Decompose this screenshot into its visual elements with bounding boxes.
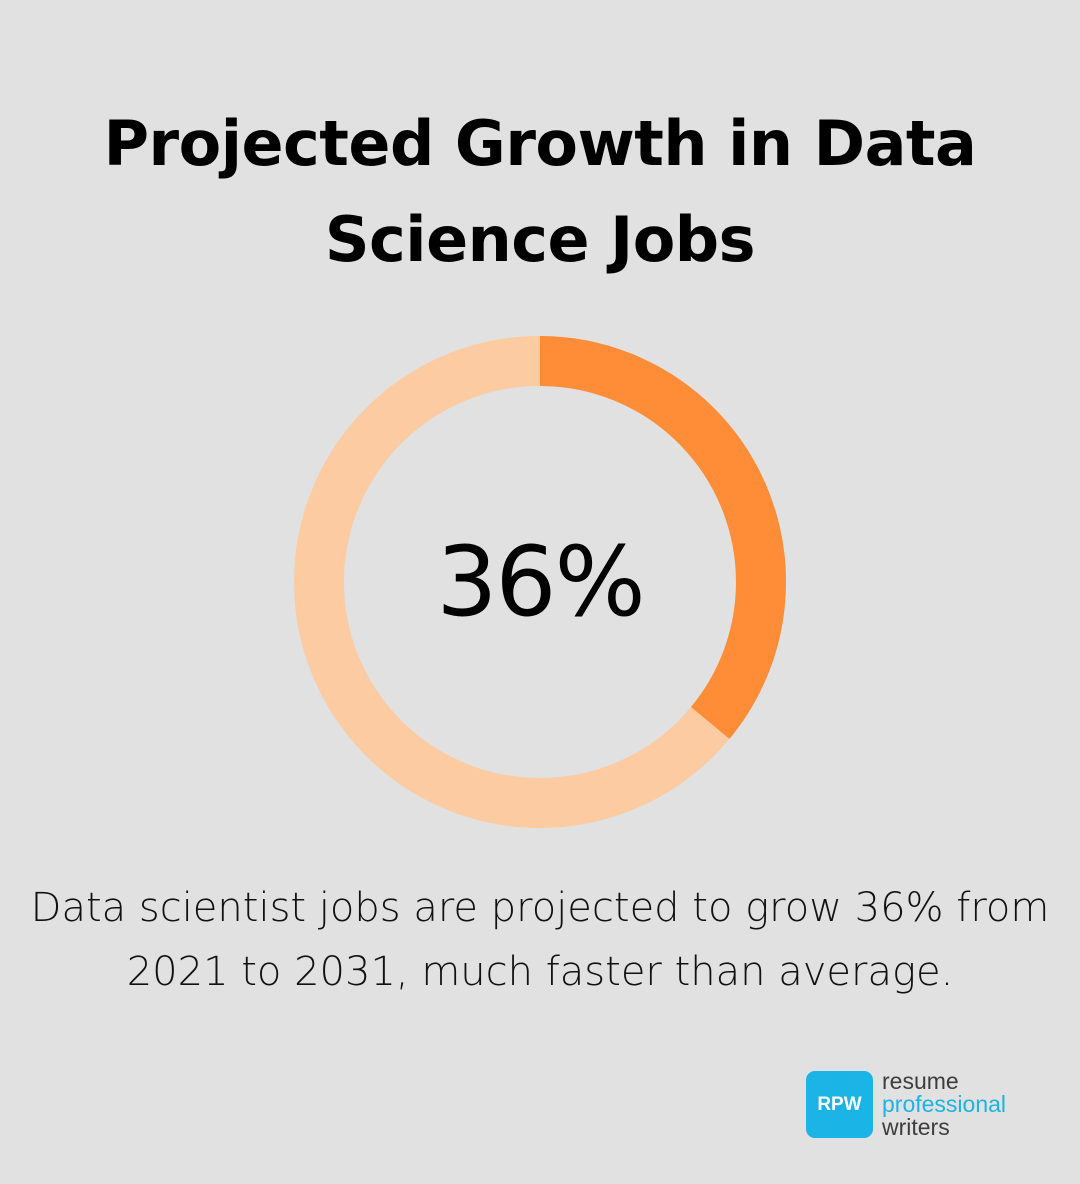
- logo-badge: RPW: [806, 1071, 873, 1138]
- logo-line-professional: professional: [882, 1091, 1007, 1117]
- caption: Data scientist jobs are projected to gro…: [30, 885, 1050, 995]
- logo-line-writers: writers: [882, 1114, 950, 1140]
- chart-title: Projected Growth in Data Science Jobs: [103, 107, 977, 276]
- donut-chart: [290, 332, 790, 832]
- donut-center-label: 36%: [436, 526, 645, 638]
- donut-value-arc: [294, 336, 786, 828]
- company-logo: RPW resume professional writers: [806, 1070, 1006, 1139]
- logo-line-resume: resume: [882, 1068, 959, 1094]
- logo-wordmark: resume professional writers: [882, 1070, 1006, 1139]
